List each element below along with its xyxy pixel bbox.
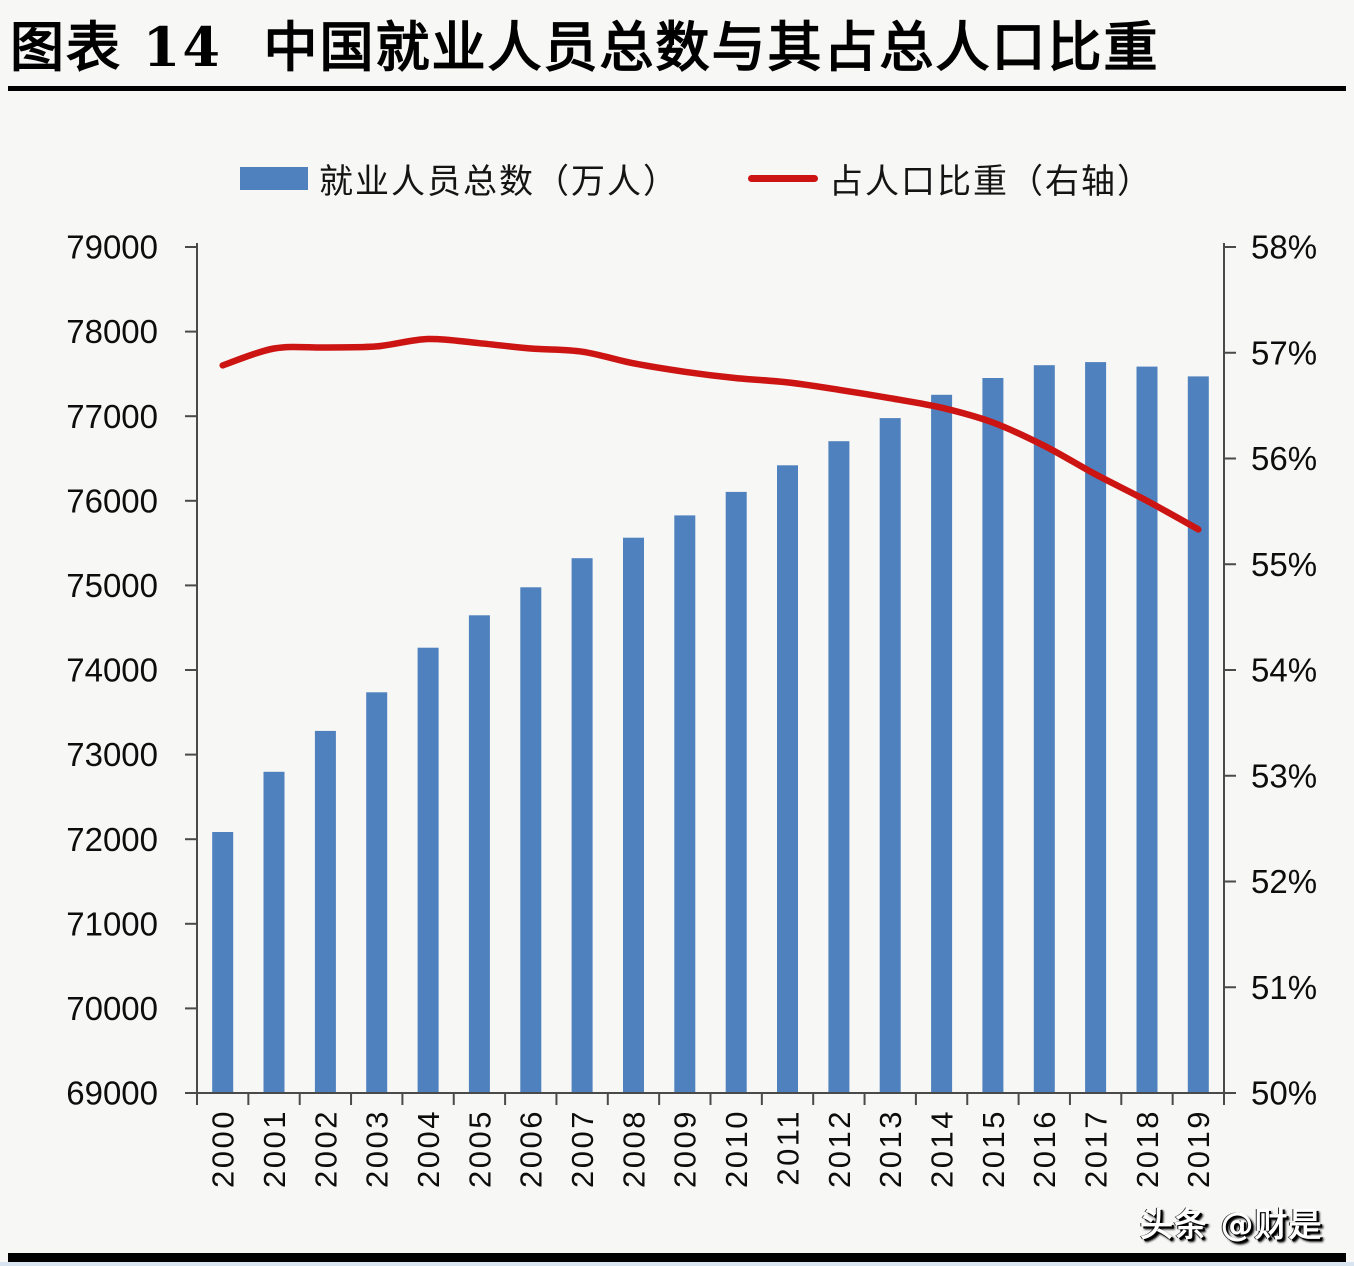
year-label-2016: 2016 [1027,1109,1062,1188]
left-tick-label: 78000 [66,313,158,350]
bar-2017 [1085,362,1107,1094]
bar-2018 [1136,366,1158,1094]
ratio-line [219,335,1202,533]
year-label-2018: 2018 [1130,1109,1165,1188]
year-label-2012: 2012 [822,1109,857,1188]
bar-2016 [1033,365,1055,1093]
left-tick-label: 70000 [66,990,158,1027]
bottom-divider [8,1253,1346,1262]
year-label-2001: 2001 [257,1109,292,1188]
bar-2004 [417,647,439,1093]
year-label-2015: 2015 [976,1109,1011,1188]
bar-2007 [571,558,593,1093]
year-label-2019: 2019 [1181,1109,1216,1188]
legend-item-ratio: 占人口比重（右轴） [748,150,1153,206]
legend-label-ratio: 占人口比重（右轴） [829,161,1153,202]
bar-2002 [314,730,336,1093]
year-label-2005: 2005 [462,1109,497,1188]
bar-2014 [931,394,953,1093]
bar-2019 [1187,376,1209,1093]
year-label-2010: 2010 [719,1109,754,1188]
left-tick-label: 75000 [66,567,158,604]
left-tick-label: 74000 [66,652,158,689]
legend-line-swatch [748,174,818,182]
legend-label-employment: 就业人员总数（万人） [319,161,679,202]
year-label-2004: 2004 [411,1109,446,1188]
title-underline [8,86,1346,91]
legend-item-employment: 就业人员总数（万人） [240,150,679,206]
left-tick-label: 69000 [66,1075,158,1112]
left-tick-label: 79000 [66,229,158,266]
year-label-2006: 2006 [514,1109,549,1188]
bar-2009 [674,515,696,1093]
legend-bar-swatch [240,166,308,190]
bottom-edge-strip [0,1262,1354,1266]
year-label-2014: 2014 [924,1109,959,1188]
bar-2008 [623,537,644,1093]
bar-2013 [879,418,901,1094]
year-label-2007: 2007 [565,1109,600,1188]
year-label-2009: 2009 [668,1109,703,1188]
bar-2005 [468,615,490,1093]
left-tick-label: 72000 [66,821,158,858]
watermark: 头条 @财是 [1140,1205,1323,1244]
bar-2001 [263,771,285,1093]
chart-title: 图表 14 中国就业人员总数与其占总人口比重 [10,14,1160,79]
year-label-2013: 2013 [873,1109,908,1188]
bar-2012 [828,441,850,1093]
year-label-2008: 2008 [616,1109,651,1188]
left-tick-label: 71000 [66,905,158,942]
right-tick-label: 58% [1251,229,1317,266]
left-tick-label: 73000 [66,736,158,773]
right-tick-label: 50% [1251,1075,1317,1112]
right-tick-label: 53% [1251,757,1317,794]
year-label-2000: 2000 [206,1109,241,1188]
right-tick-label: 52% [1251,863,1317,900]
year-label-2002: 2002 [308,1109,343,1188]
year-label-2011: 2011 [770,1109,805,1186]
bar-2011 [777,465,798,1093]
year-label-2003: 2003 [360,1109,395,1188]
left-tick-label: 77000 [66,398,158,435]
legend: 就业人员总数（万人） 占人口比重（右轴） [0,150,1354,206]
left-tick-label: 76000 [66,482,158,519]
bar-2000 [212,832,234,1093]
bar-2010 [725,491,747,1093]
right-tick-label: 55% [1251,546,1317,583]
bar-2003 [366,692,388,1093]
bar-2006 [520,587,542,1093]
right-tick-label: 54% [1251,652,1317,689]
right-tick-label: 56% [1251,440,1317,477]
bar-2015 [982,378,1004,1093]
right-tick-label: 51% [1251,969,1317,1006]
right-tick-label: 57% [1251,334,1317,371]
year-label-2017: 2017 [1078,1109,1113,1188]
